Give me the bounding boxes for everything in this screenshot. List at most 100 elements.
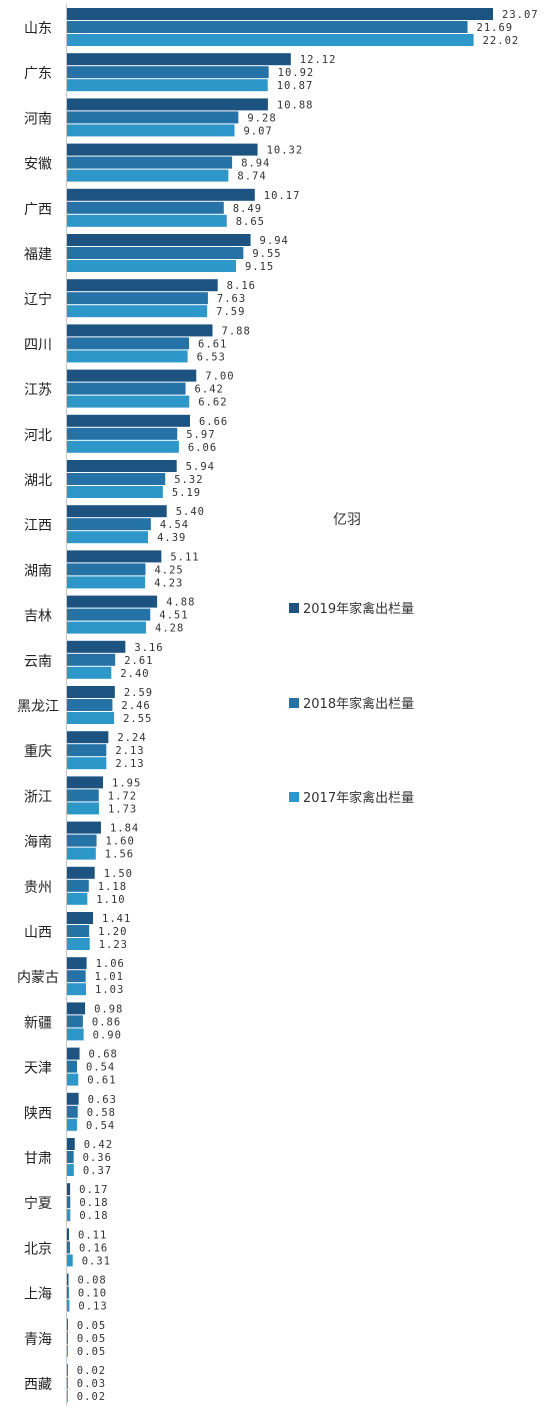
category-label: 陕西 — [24, 1106, 52, 1122]
data-label: 0.90 — [93, 1029, 122, 1041]
data-label: 8.74 — [237, 171, 266, 183]
data-label: 0.16 — [79, 1242, 108, 1254]
bar — [67, 576, 146, 589]
bar — [67, 53, 291, 66]
data-label: 5.32 — [174, 474, 203, 486]
bar — [67, 1073, 79, 1086]
bar — [67, 595, 158, 608]
category-label: 福建 — [24, 247, 52, 263]
bar — [67, 1318, 68, 1331]
bar — [67, 1286, 69, 1299]
data-label: 8.65 — [236, 216, 265, 228]
unit-label: 亿羽 — [333, 512, 361, 528]
bar — [67, 666, 112, 679]
category-label: 云南 — [24, 654, 52, 670]
bar — [67, 1060, 77, 1073]
data-label: 2.55 — [123, 713, 152, 725]
data-label: 10.17 — [264, 190, 301, 202]
bar — [67, 98, 268, 111]
data-label: 1.72 — [108, 790, 137, 802]
bar — [67, 1331, 68, 1344]
data-label: 9.28 — [247, 112, 276, 124]
data-label: 0.54 — [86, 1120, 115, 1132]
data-label: 1.50 — [104, 868, 133, 880]
data-label: 9.55 — [252, 248, 281, 260]
category-labels-group: 山东广东河南安徽广西福建辽宁四川江苏河北湖北江西湖南吉林云南黑龙江重庆浙江海南贵… — [17, 21, 59, 1393]
category-label: 湖北 — [24, 473, 52, 489]
data-label: 5.11 — [170, 551, 199, 563]
data-label: 1.06 — [96, 958, 125, 970]
data-label: 0.11 — [78, 1229, 107, 1241]
legend-label: 2017年家禽出栏量 — [303, 790, 414, 806]
bar — [67, 983, 87, 996]
category-label: 宁夏 — [24, 1195, 52, 1212]
category-label: 四川 — [24, 337, 52, 353]
bar — [67, 79, 268, 92]
data-label: 0.42 — [84, 1139, 113, 1151]
category-label: 广西 — [24, 202, 52, 218]
category-label: 河北 — [24, 428, 52, 444]
category-label: 湖南 — [24, 563, 52, 579]
data-label: 7.88 — [222, 325, 251, 337]
bar — [67, 460, 177, 472]
category-label: 海南 — [24, 835, 52, 851]
bar — [67, 382, 186, 395]
legend-label: 2018年家禽出栏量 — [303, 696, 414, 712]
legend-label: 2019年家禽出栏量 — [303, 601, 414, 617]
data-label: 0.03 — [77, 1378, 106, 1390]
bar — [67, 201, 224, 214]
bar — [67, 350, 188, 363]
category-label: 江苏 — [24, 383, 52, 399]
data-label: 1.60 — [106, 836, 135, 848]
data-label: 1.01 — [95, 971, 124, 983]
bar — [67, 234, 251, 246]
bar — [67, 847, 96, 860]
bar — [67, 1015, 83, 1028]
data-label: 0.61 — [87, 1075, 116, 1087]
data-label: 2.59 — [124, 687, 153, 699]
category-label: 青海 — [24, 1332, 52, 1348]
data-label: 4.28 — [155, 623, 184, 635]
category-label: 重庆 — [24, 744, 52, 760]
data-label: 8.94 — [241, 158, 270, 170]
bar — [67, 1364, 68, 1376]
data-label: 0.63 — [88, 1094, 117, 1106]
bar — [67, 214, 227, 227]
bar — [67, 337, 190, 350]
category-label: 山东 — [24, 21, 52, 37]
bar — [67, 892, 88, 905]
category-label: 北京 — [24, 1241, 52, 1257]
category-label: 贵州 — [24, 880, 52, 896]
data-label: 1.20 — [98, 926, 127, 938]
data-label: 4.23 — [154, 577, 183, 589]
data-label: 6.42 — [195, 384, 224, 396]
bar — [67, 247, 244, 259]
data-label: 4.54 — [160, 519, 189, 531]
data-label: 0.05 — [77, 1320, 106, 1332]
data-label: 6.66 — [199, 416, 228, 428]
bar — [67, 879, 89, 892]
bar — [67, 621, 147, 634]
data-label: 0.05 — [77, 1333, 106, 1345]
bar — [67, 1105, 78, 1118]
data-label: 0.18 — [79, 1197, 108, 1209]
bar — [67, 938, 90, 950]
data-label: 21.69 — [477, 22, 514, 34]
bar — [67, 744, 107, 757]
data-label: 1.03 — [95, 984, 124, 996]
category-label: 上海 — [24, 1287, 52, 1303]
data-label: 1.10 — [96, 894, 125, 906]
data-label: 2.13 — [115, 745, 144, 757]
data-label: 23.07 — [502, 9, 539, 21]
bar — [67, 712, 115, 724]
bar — [67, 699, 113, 711]
data-label: 1.41 — [102, 913, 131, 925]
data-label: 0.86 — [92, 1016, 121, 1028]
data-label: 0.68 — [89, 1049, 118, 1061]
bar — [67, 1377, 68, 1389]
bar — [67, 1164, 74, 1176]
bar — [67, 279, 218, 292]
category-label: 河南 — [24, 111, 52, 127]
data-label: 0.02 — [77, 1391, 106, 1403]
bar — [67, 1273, 69, 1286]
